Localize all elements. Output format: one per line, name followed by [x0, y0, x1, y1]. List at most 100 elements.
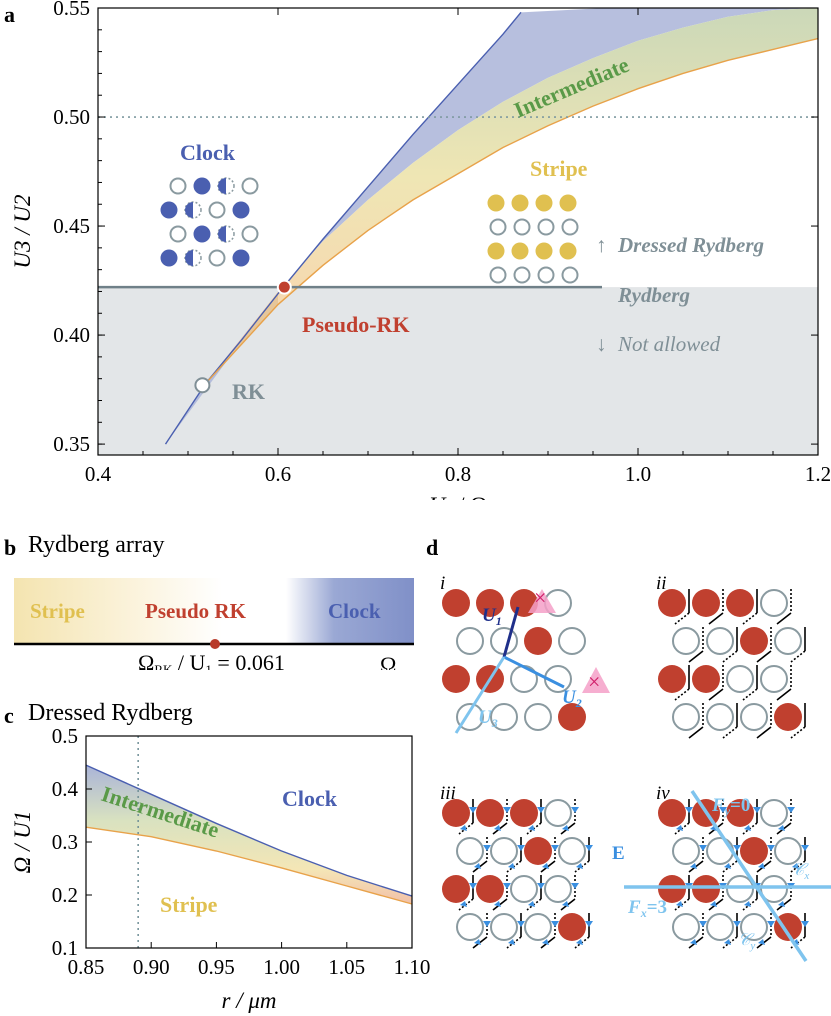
empty-site	[726, 875, 754, 903]
e-field-arrow	[460, 901, 467, 907]
e-field-arrow	[744, 825, 751, 831]
e-field-arrow	[551, 845, 559, 851]
e-field-arrow	[801, 921, 809, 927]
y-tick-label-c: 0.4	[52, 777, 79, 801]
y-tick-label-c: 0.1	[52, 936, 78, 960]
dimer-line	[742, 688, 758, 701]
stripe-filled-site	[559, 194, 577, 212]
e-field-arrow	[503, 807, 511, 813]
y-tick-label-a: 0.45	[53, 214, 90, 238]
b-stripe-label: Stripe	[30, 599, 85, 623]
empty-site	[760, 799, 788, 827]
dimer-line	[674, 688, 690, 701]
stripe-filled-site	[487, 194, 505, 212]
x-tick-label-a: 0.6	[265, 462, 291, 486]
empty-site	[706, 837, 734, 865]
e-field-arrow	[537, 883, 545, 889]
e-field-arrow	[699, 845, 707, 851]
panel-label-b: b	[4, 535, 17, 560]
e-field-arrow	[787, 807, 795, 813]
dimer-line	[776, 612, 792, 625]
e-field-arrow	[724, 863, 731, 869]
y-tick-label-a: 0.50	[53, 105, 90, 129]
empty-site	[456, 837, 484, 865]
e-field-arrow	[690, 939, 697, 945]
occupied-site	[740, 627, 768, 655]
e-field-arrow	[562, 825, 569, 831]
empty-site	[740, 913, 768, 941]
u2-main: U	[562, 687, 577, 708]
clock-label-c: Clock	[282, 786, 338, 811]
e-field-arrow	[685, 807, 693, 813]
e-field-arrow	[801, 845, 809, 851]
e-field-arrow	[676, 825, 683, 831]
empty-site	[456, 627, 484, 655]
y-axis-label-c: Ω / U1	[10, 811, 35, 874]
stripe-empty-site	[537, 218, 555, 236]
defect-x-icon: ×	[588, 669, 600, 694]
x-tick-label-a: 0.8	[445, 462, 471, 486]
clock-filled-site	[160, 201, 178, 219]
x-axis-label-c: r / μm	[222, 988, 277, 1013]
empty-site	[490, 703, 518, 731]
clock-empty-site	[208, 201, 226, 219]
e-label: E	[612, 843, 625, 864]
rydberg-array-bar: Stripe Pseudo RK Clock Ω ΩRK / U1 = 0.06…	[14, 578, 414, 670]
dimer-line	[708, 612, 724, 625]
e-field-arrow	[469, 883, 477, 889]
clock-empty-site	[169, 177, 187, 195]
stripe-filled-site	[535, 194, 553, 212]
u2-sub: 2	[575, 696, 582, 710]
empty-site	[706, 703, 734, 731]
u3-line	[454, 656, 506, 734]
stripe-label-c: Stripe	[160, 892, 218, 917]
stripe-filled-site	[535, 242, 553, 260]
y-tick-label-a: 0.35	[53, 432, 90, 456]
lower-line-c	[85, 826, 413, 905]
empty-site	[774, 837, 802, 865]
clock-band	[165, 8, 818, 445]
subpanel-i: i	[440, 573, 586, 731]
e-field-arrow	[503, 883, 511, 889]
upper-line-c	[85, 764, 413, 897]
e-field-arrow	[537, 807, 545, 813]
e-field-arrow	[551, 921, 559, 927]
dressed-rydberg-chart: 0.85 0.90 0.95 1.00 1.05 1.10 0.1 0.2 0.3 0.4 0.5 r…	[10, 724, 430, 1013]
clock-empty-site	[241, 177, 259, 195]
e-field-arrow	[474, 939, 481, 945]
clock-filled-site	[232, 201, 250, 219]
clock-label-a: Clock	[180, 140, 236, 165]
e-field-arrow	[469, 807, 477, 813]
occupied-site	[726, 799, 754, 827]
fx-main: F	[627, 897, 641, 918]
dimer-line	[688, 726, 704, 739]
b-omega-label: Ω	[380, 652, 396, 670]
occupied-site	[558, 913, 586, 941]
u1-sub: 1	[496, 614, 502, 628]
e-field-arrow	[778, 901, 785, 907]
cx-sub: x	[803, 870, 809, 882]
x-tick-label-c: 0.90	[133, 955, 170, 979]
plot-area-a	[98, 8, 818, 455]
occupied-site	[442, 665, 470, 693]
defect-triangle	[528, 589, 556, 613]
e-field-arrow	[571, 807, 579, 813]
u1-line	[502, 606, 520, 658]
dimer-line	[688, 650, 704, 663]
e-field-arrow	[778, 825, 785, 831]
y-tick-label-c: 0.5	[52, 724, 78, 748]
u1-main: U	[482, 605, 497, 626]
e-field-arrow	[508, 863, 515, 869]
occupied-site	[524, 627, 552, 655]
empty-site	[760, 589, 788, 617]
e-field-arrow	[699, 921, 707, 927]
e-field-arrow	[542, 939, 549, 945]
occupied-site	[476, 799, 504, 827]
occupied-site	[442, 799, 470, 827]
x-tick-label-a: 0.4	[85, 462, 112, 486]
empty-site	[760, 875, 788, 903]
rydberg-array-gradient	[14, 578, 414, 644]
subpanel-iii: iii	[440, 783, 593, 949]
empty-site	[774, 627, 802, 655]
subpanel-label: ii	[656, 573, 667, 594]
